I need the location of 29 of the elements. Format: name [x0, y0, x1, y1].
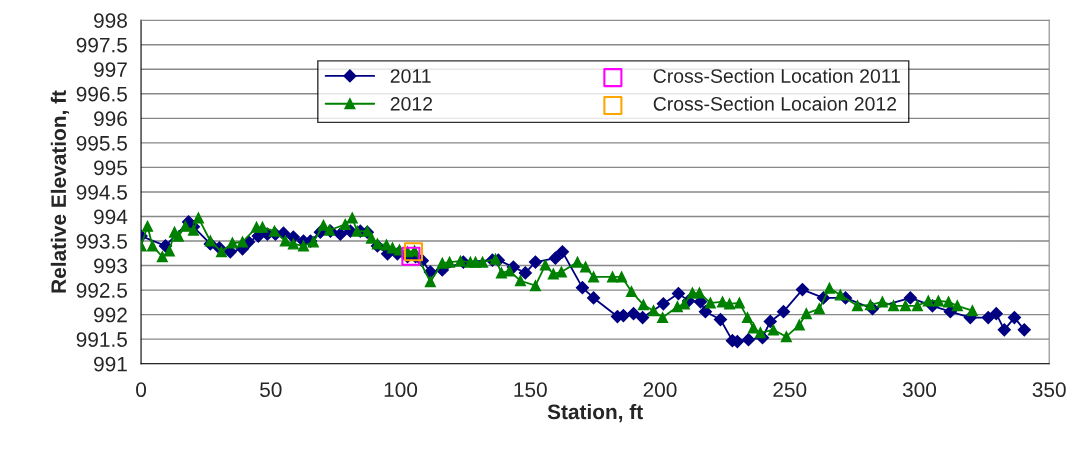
y-tick-label: 993.5 — [76, 234, 127, 249]
x-tick-label: 350 — [1032, 382, 1066, 398]
y-tick-label: 994 — [94, 209, 128, 225]
y-tick-label: 997 — [94, 62, 127, 78]
x-tick-label: 200 — [643, 382, 677, 398]
y-tick-label: 992 — [94, 307, 127, 323]
x-tick-label: 150 — [514, 382, 547, 398]
legend-label: 2011 — [390, 69, 431, 83]
x-tick-label: 50 — [260, 382, 282, 398]
x-tick-label: 300 — [902, 382, 937, 398]
y-tick-label: 991 — [94, 356, 127, 372]
legend-label: Cross-Section Location 2011 — [653, 68, 901, 83]
y-tick-label: 996.5 — [76, 86, 127, 102]
x-tick-label: 250 — [773, 382, 807, 398]
y-axis-title: Relative Elevation, ft — [50, 90, 70, 293]
y-tick-label: 994.5 — [76, 184, 127, 200]
legend-label: Cross-Section Locaion 2012 — [653, 96, 897, 111]
x-axis-title: Station, ft — [547, 403, 643, 423]
x-tick-label: 0 — [136, 382, 147, 398]
y-tick-label: 992.5 — [76, 283, 127, 298]
y-tick-label: 991.5 — [76, 332, 127, 347]
x-tick-label: 100 — [384, 382, 418, 398]
y-tick-label: 993 — [94, 258, 127, 274]
y-tick-label: 997.5 — [76, 37, 127, 53]
y-tick-label: 995 — [94, 160, 127, 176]
legend-label: 2012 — [390, 96, 433, 111]
y-tick-label: 996 — [94, 111, 127, 127]
y-tick-label: 998 — [94, 13, 127, 28]
y-tick-label: 995.5 — [76, 135, 127, 151]
